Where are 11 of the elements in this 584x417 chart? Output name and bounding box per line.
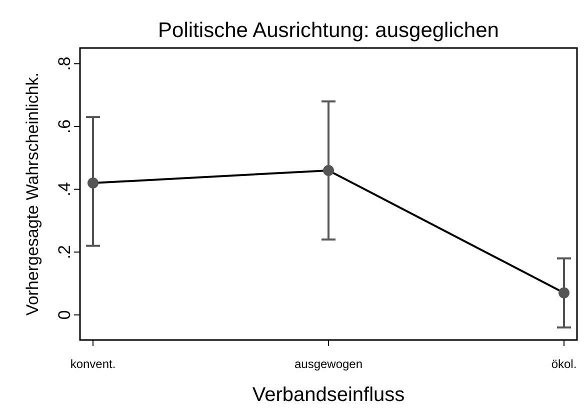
y-axis-title: Vorhergesagte Wahrscheinlichk.	[23, 72, 42, 316]
x-tick-label: konvent.	[70, 357, 116, 371]
chart-title: Politische Ausrichtung: ausgeglichen	[158, 19, 499, 42]
y-tick-label: 0	[55, 310, 74, 320]
y-tick-label: .8	[55, 56, 74, 71]
x-tick-label: ökol.	[551, 357, 577, 371]
x-axis-title: Verbandseinfluss	[252, 384, 405, 406]
x-tick-label: ausgewogen	[294, 357, 363, 371]
y-tick-label: .6	[55, 119, 74, 134]
y-tick-label: .2	[55, 244, 74, 260]
y-tick-label: .4	[55, 182, 74, 196]
